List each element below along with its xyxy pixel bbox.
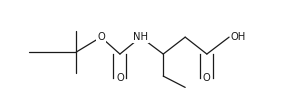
Text: NH: NH bbox=[133, 32, 148, 42]
Text: O: O bbox=[97, 32, 105, 42]
Text: O: O bbox=[116, 73, 124, 83]
Text: OH: OH bbox=[231, 32, 246, 42]
Text: O: O bbox=[203, 73, 211, 83]
